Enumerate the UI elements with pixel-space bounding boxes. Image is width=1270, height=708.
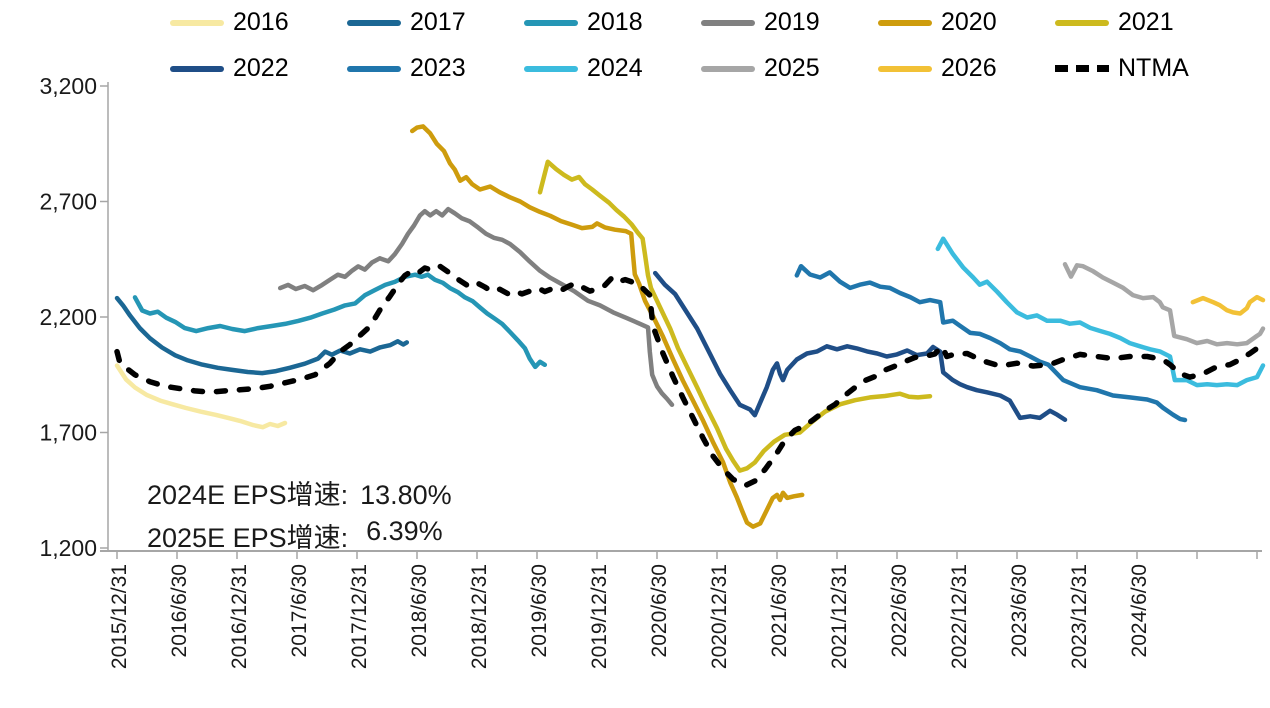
- legend-item-2017: 2017: [347, 10, 524, 35]
- legend-item-2021: 2021: [1055, 10, 1232, 35]
- x-tick-label: 2017/12/31: [348, 564, 371, 669]
- y-tick-label: 1,200: [39, 535, 97, 561]
- x-tick-label: 2023/6/30: [1008, 564, 1031, 657]
- series-line-2020: [409, 124, 805, 529]
- legend-line-swatch: [701, 65, 755, 72]
- legend-line-swatch: [878, 65, 932, 72]
- y-tick-label: 2,200: [39, 304, 97, 330]
- legend-line-swatch: [347, 65, 401, 72]
- series-line-2019: [277, 206, 675, 408]
- x-tick-label: 2021/12/31: [828, 564, 851, 669]
- legend-dashed-line-swatch: [1055, 65, 1109, 72]
- series-line-2017: [114, 295, 410, 376]
- x-tick-label: 2018/6/30: [408, 564, 431, 657]
- legend-label: 2018: [587, 8, 643, 36]
- x-tick-label: 2015/12/31: [108, 564, 131, 669]
- legend-item-2023: 2023: [347, 56, 524, 81]
- x-tick-label: 2022/6/30: [888, 564, 911, 657]
- series-line-2025: [1062, 262, 1266, 347]
- series-line-2022: [652, 270, 1068, 423]
- legend-item-2025: 2025: [701, 56, 878, 81]
- series-line-2021: [537, 159, 933, 473]
- legend-line-swatch: [1055, 19, 1109, 26]
- x-tick-label: 2020/6/30: [648, 564, 671, 657]
- legend-line-swatch: [170, 19, 224, 26]
- x-tick-label: 2020/12/31: [708, 564, 731, 669]
- legend-label: NTMA: [1118, 54, 1189, 82]
- annotation-value: 13.80%: [360, 480, 452, 510]
- series-line-2026: [1190, 294, 1266, 316]
- x-tick-label: 2022/12/31: [948, 564, 971, 669]
- series-line-NTMA: [114, 263, 1268, 489]
- y-tick-label: 1,700: [39, 420, 97, 446]
- legend-label: 2023: [410, 54, 466, 82]
- legend-row-1: 2016 2017 2018 2019 2020 2021: [170, 10, 1232, 35]
- legend-item-2022: 2022: [170, 56, 347, 81]
- x-tick-label: 2019/6/30: [528, 564, 551, 657]
- legend-line-swatch: [524, 65, 578, 72]
- legend-item-2018: 2018: [524, 10, 701, 35]
- x-tick-label: 2019/12/31: [588, 564, 611, 669]
- y-tick-label: 3,200: [39, 73, 97, 99]
- legend-line-swatch: [347, 19, 401, 26]
- legend-row-2: 2022 2023 2024 2025 2026 NTMA: [170, 56, 1232, 81]
- annotation-2025e-eps-growth: 2025E EPS增速: 6.39%: [147, 516, 443, 555]
- legend-item-2019: 2019: [701, 10, 878, 35]
- legend-label: 2022: [233, 54, 289, 82]
- x-tick-label: 2017/6/30: [288, 564, 311, 657]
- legend-item-2016: 2016: [170, 10, 347, 35]
- annotation-label: 2025E EPS增速:: [147, 523, 349, 553]
- legend-line-swatch: [701, 19, 755, 26]
- legend-label: 2021: [1118, 8, 1174, 36]
- legend-item-NTMA: NTMA: [1055, 56, 1232, 81]
- legend-label: 2024: [587, 54, 643, 82]
- annotation-label: 2024E EPS增速:: [147, 480, 349, 510]
- legend-label: 2026: [941, 54, 997, 82]
- series-line-2018: [132, 272, 548, 370]
- legend-item-2024: 2024: [524, 56, 701, 81]
- legend-label: 2017: [410, 8, 466, 36]
- x-tick-label: 2018/12/31: [468, 564, 491, 669]
- legend-line-swatch: [878, 19, 932, 26]
- legend-line-swatch: [524, 19, 578, 26]
- series-line-2024: [935, 236, 1266, 388]
- x-tick-label: 2021/6/30: [768, 564, 791, 657]
- x-tick-label: 2016/12/31: [228, 564, 251, 669]
- legend-label: 2020: [941, 8, 997, 36]
- x-tick-label: 2024/6/30: [1128, 564, 1151, 657]
- x-tick-label: 2023/12/31: [1068, 564, 1091, 669]
- annotation-value: 6.39%: [366, 516, 443, 546]
- legend-label: 2025: [764, 54, 820, 82]
- y-tick-label: 2,700: [39, 189, 97, 215]
- legend-label: 2016: [233, 8, 289, 36]
- series-line-2016: [114, 363, 288, 430]
- annotation-2024e-eps-growth: 2024E EPS增速: 13.80%: [147, 473, 452, 512]
- legend-line-swatch: [170, 65, 224, 72]
- series-line-2023: [794, 263, 1188, 423]
- legend-label: 2019: [764, 8, 820, 36]
- legend-item-2026: 2026: [878, 56, 1055, 81]
- legend-item-2020: 2020: [878, 10, 1055, 35]
- x-tick-label: 2016/6/30: [168, 564, 191, 657]
